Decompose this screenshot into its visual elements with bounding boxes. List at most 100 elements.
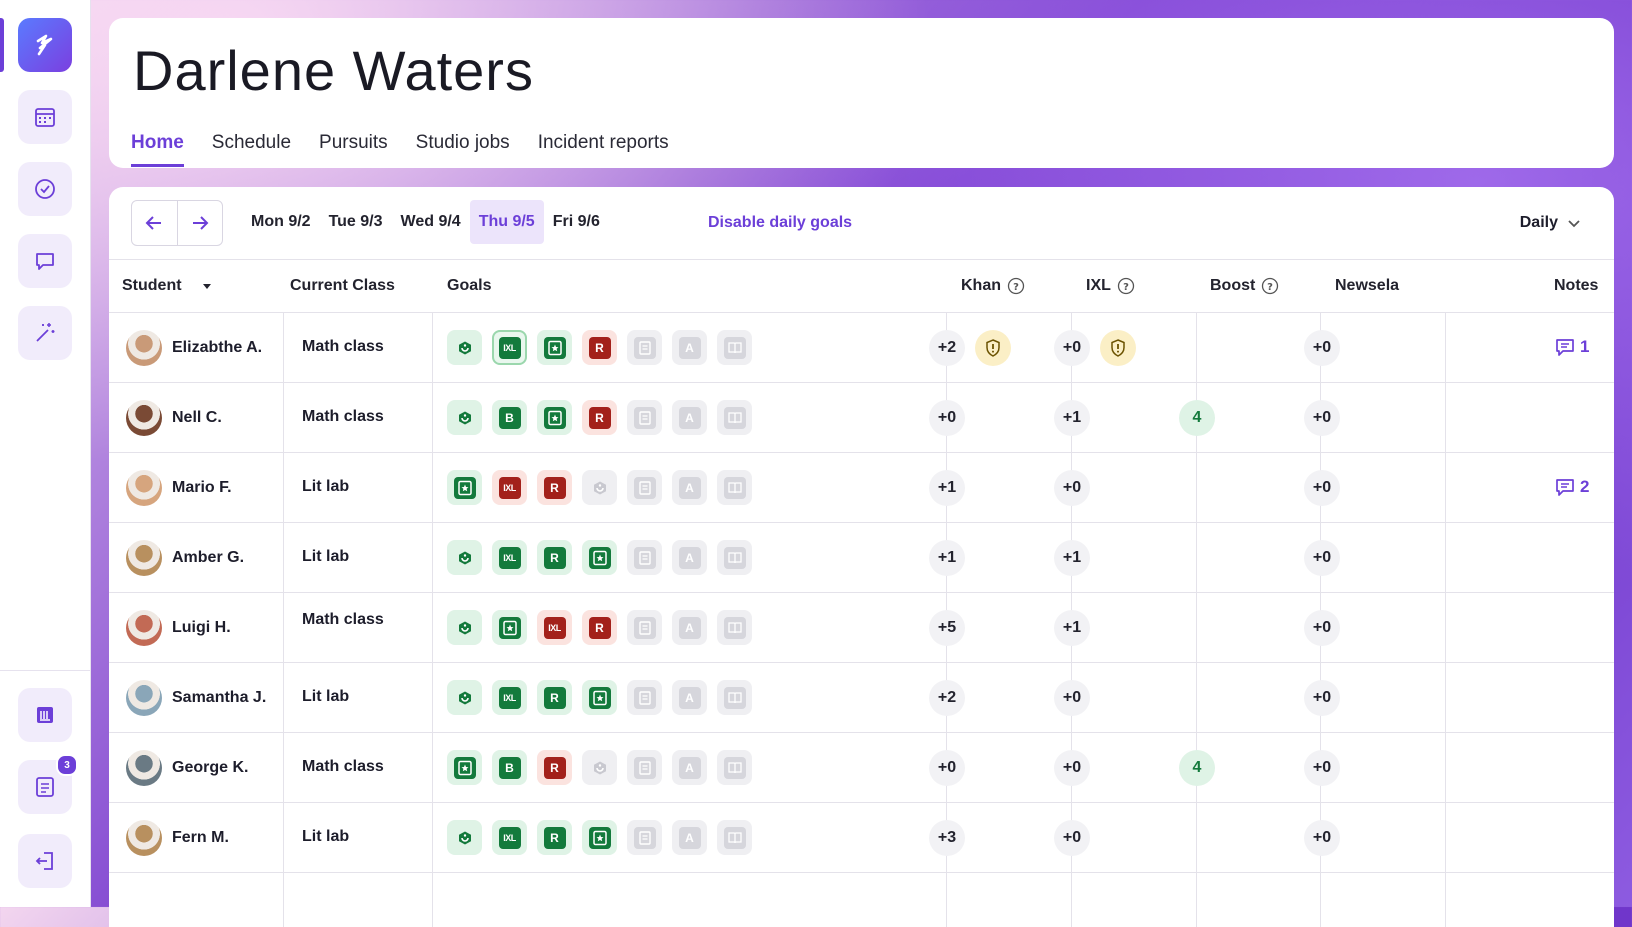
goal-star-book-icon[interactable] (537, 400, 572, 435)
help-icon[interactable]: ? (1117, 277, 1135, 295)
goal-open-book-icon[interactable] (717, 330, 752, 365)
goal-khan-academy-icon[interactable] (447, 400, 482, 435)
tab-incident-reports[interactable]: Incident reports (537, 132, 669, 153)
tab-pursuits[interactable]: Pursuits (319, 132, 388, 153)
notes-button[interactable]: 2 (1554, 476, 1589, 498)
student-name[interactable]: Elizabthe A. (172, 339, 263, 356)
table-row[interactable]: Amber G. Lit lab IXL R A +1 +1 +0 (109, 522, 1614, 593)
goal-ixl-icon[interactable]: IXL (492, 820, 527, 855)
goal-ixl-icon[interactable]: IXL (537, 610, 572, 645)
goal-open-book-icon[interactable] (717, 610, 752, 645)
goal-ixl-icon[interactable]: IXL (492, 540, 527, 575)
goal-reading-icon[interactable]: R (582, 330, 617, 365)
sidebar-item-logout[interactable] (18, 834, 72, 888)
goal-letter-a-icon[interactable]: A (672, 330, 707, 365)
goal-document-icon[interactable] (627, 400, 662, 435)
goal-ixl-icon[interactable]: IXL (492, 680, 527, 715)
goal-boost-icon[interactable]: B (492, 400, 527, 435)
sidebar-item-reports[interactable]: 3 (18, 754, 78, 814)
goal-khan-academy-icon[interactable] (447, 610, 482, 645)
goal-open-book-icon[interactable] (717, 820, 752, 855)
sidebar-item-calendar[interactable] (18, 90, 72, 144)
goal-document-icon[interactable] (627, 540, 662, 575)
tab-home[interactable]: Home (131, 132, 184, 167)
goal-ixl-icon[interactable]: IXL (492, 330, 527, 365)
goal-letter-a-icon[interactable]: A (672, 820, 707, 855)
day-wed[interactable]: Wed 9/4 (400, 213, 461, 230)
goal-document-icon[interactable] (627, 470, 662, 505)
notes-button[interactable]: 1 (1554, 336, 1589, 358)
view-dropdown[interactable]: Daily (1520, 214, 1582, 232)
goal-open-book-icon[interactable] (717, 750, 752, 785)
table-row[interactable]: Fern M. Lit lab IXL R A +3 +0 +0 (109, 802, 1614, 873)
goal-star-book-icon[interactable] (582, 540, 617, 575)
goal-khan-academy-icon[interactable] (447, 540, 482, 575)
goal-open-book-icon[interactable] (717, 400, 752, 435)
goal-letter-a-icon[interactable]: A (672, 540, 707, 575)
day-fri[interactable]: Fri 9/6 (552, 213, 600, 230)
goal-document-icon[interactable] (627, 750, 662, 785)
prev-day-button[interactable] (132, 201, 177, 245)
goal-reading-icon[interactable]: R (537, 750, 572, 785)
goal-khan-academy-icon[interactable] (582, 750, 617, 785)
goal-open-book-icon[interactable] (717, 540, 752, 575)
goal-document-icon[interactable] (627, 610, 662, 645)
goal-reading-icon[interactable]: R (537, 540, 572, 575)
goal-reading-icon[interactable]: R (582, 610, 617, 645)
goal-open-book-icon[interactable] (717, 680, 752, 715)
goal-star-book-icon[interactable] (582, 820, 617, 855)
goal-letter-a-icon[interactable]: A (672, 680, 707, 715)
day-mon[interactable]: Mon 9/2 (251, 213, 311, 230)
day-thu[interactable]: Thu 9/5 (469, 200, 544, 244)
goal-letter-a-icon[interactable]: A (672, 470, 707, 505)
goal-star-book-icon[interactable] (447, 470, 482, 505)
goal-khan-academy-icon[interactable] (447, 330, 482, 365)
goal-reading-icon[interactable]: R (537, 820, 572, 855)
next-day-button[interactable] (176, 201, 223, 245)
goal-document-icon[interactable] (627, 820, 662, 855)
goal-reading-icon[interactable]: R (582, 400, 617, 435)
goal-khan-academy-icon[interactable] (582, 470, 617, 505)
student-name[interactable]: Samantha J. (172, 689, 267, 706)
disable-daily-goals-link[interactable]: Disable daily goals (708, 214, 853, 231)
table-row[interactable]: Elizabthe A. Math class IXL R A +2 +0 +0 1 (109, 312, 1614, 383)
goal-letter-a-icon[interactable]: A (672, 750, 707, 785)
student-name[interactable]: Nell C. (172, 409, 222, 426)
goal-khan-academy-icon[interactable] (447, 820, 482, 855)
table-row[interactable]: Nell C. Math class B R A +0 +1 +0 4 (109, 382, 1614, 453)
sidebar-item-tasks[interactable] (18, 162, 72, 216)
shield-alert-icon[interactable] (1100, 330, 1136, 366)
help-icon[interactable]: ? (1261, 277, 1279, 295)
goal-letter-a-icon[interactable]: A (672, 400, 707, 435)
sidebar-item-library[interactable] (18, 688, 72, 742)
goal-document-icon[interactable] (627, 680, 662, 715)
table-row[interactable]: Samantha J. Lit lab IXL R A +2 +0 +0 (109, 662, 1614, 733)
table-row[interactable]: Luigi H. Math class IXL R A +5 +1 +0 (109, 592, 1614, 663)
table-row[interactable]: Mario F. Lit lab IXL R A +1 +0 +0 2 (109, 452, 1614, 523)
goal-khan-academy-icon[interactable] (447, 680, 482, 715)
goal-reading-icon[interactable]: R (537, 680, 572, 715)
goal-ixl-icon[interactable]: IXL (492, 470, 527, 505)
day-tue[interactable]: Tue 9/3 (328, 213, 383, 230)
student-name[interactable]: Luigi H. (172, 619, 231, 636)
help-icon[interactable]: ? (1007, 277, 1025, 295)
goal-boost-icon[interactable]: B (492, 750, 527, 785)
goal-star-book-icon[interactable] (492, 610, 527, 645)
student-name[interactable]: Amber G. (172, 549, 245, 566)
goal-star-book-icon[interactable] (447, 750, 482, 785)
goal-open-book-icon[interactable] (717, 470, 752, 505)
col-student[interactable]: Student (122, 277, 216, 295)
sidebar-item-magic[interactable] (18, 306, 72, 360)
goal-document-icon[interactable] (627, 330, 662, 365)
student-name[interactable]: George K. (172, 759, 249, 776)
sidebar-item-messages[interactable] (18, 234, 72, 288)
shield-alert-icon[interactable] (975, 330, 1011, 366)
goal-star-book-icon[interactable] (582, 680, 617, 715)
logo-button[interactable] (18, 18, 72, 72)
goal-reading-icon[interactable]: R (537, 470, 572, 505)
goal-star-book-icon[interactable] (537, 330, 572, 365)
tab-schedule[interactable]: Schedule (211, 132, 292, 153)
goal-letter-a-icon[interactable]: A (672, 610, 707, 645)
student-name[interactable]: Fern M. (172, 829, 229, 846)
